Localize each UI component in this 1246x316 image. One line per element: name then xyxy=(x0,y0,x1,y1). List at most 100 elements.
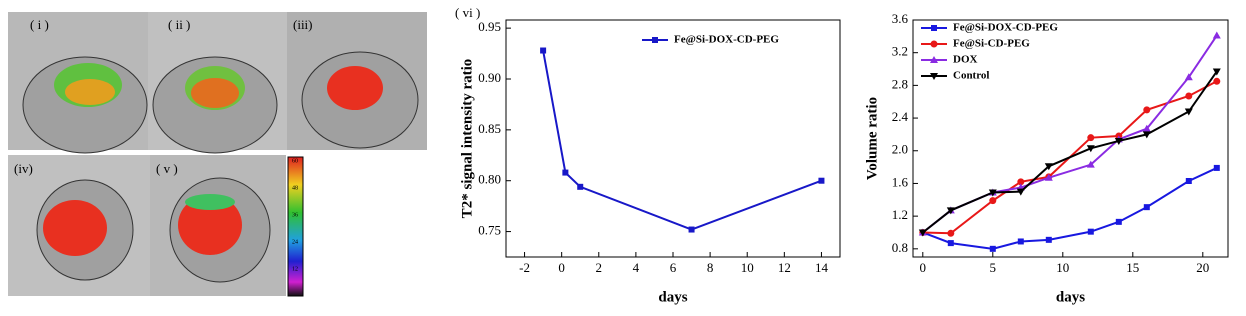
legend-marker xyxy=(930,56,938,63)
mri-image xyxy=(8,12,148,154)
mri-image xyxy=(287,12,427,150)
marker xyxy=(1185,92,1193,100)
marker xyxy=(988,189,997,197)
y-tick-label: 0.80 xyxy=(478,172,501,187)
marker xyxy=(946,207,955,215)
x-tick-label: 0 xyxy=(558,260,565,275)
colorbar-tick-label: 36 xyxy=(292,212,298,218)
marker xyxy=(947,229,955,237)
marker xyxy=(1086,160,1095,168)
x-tick-label: -2 xyxy=(519,260,530,275)
x-tick-label: 4 xyxy=(633,260,640,275)
series-line xyxy=(922,167,1218,250)
marker xyxy=(1184,108,1193,116)
marker xyxy=(577,183,584,190)
series-line xyxy=(922,70,1218,234)
y-tick-label: 0.95 xyxy=(478,19,501,34)
plot-frame xyxy=(912,19,1229,258)
x-axis-title: days xyxy=(658,289,687,305)
panel-label: (iii) xyxy=(293,17,313,32)
colorbar-tick-label: 12 xyxy=(292,266,298,272)
marker xyxy=(947,240,954,247)
marker xyxy=(1016,188,1025,196)
x-tick-label: 0 xyxy=(920,260,927,275)
legend-label: Control xyxy=(953,70,989,82)
x-tick-label: 14 xyxy=(815,260,829,275)
legend-label: DOX xyxy=(953,54,978,66)
mri-panels: ( i ) ( ii ) (iii) (iv) ( v ) xyxy=(8,12,427,297)
colorbar-tick-label: 60 xyxy=(292,158,298,164)
y-tick-label: 2.8 xyxy=(892,76,908,91)
colorbar-tick-label: 48 xyxy=(292,185,298,191)
marker xyxy=(1086,145,1095,153)
marker xyxy=(1017,178,1025,186)
x-tick-label: 8 xyxy=(707,260,714,275)
legend-marker xyxy=(931,25,937,31)
marker xyxy=(1213,164,1220,171)
marker xyxy=(1212,68,1221,76)
marker xyxy=(1044,163,1053,171)
marker xyxy=(1142,124,1151,132)
marker xyxy=(1087,228,1094,235)
y-tick-label: 2.0 xyxy=(892,142,908,157)
x-tick-label: 20 xyxy=(1196,260,1209,275)
panel-label: ( vi ) xyxy=(455,5,480,20)
marker xyxy=(989,197,997,205)
x-tick-label: 2 xyxy=(596,260,603,275)
mri-image xyxy=(150,155,286,296)
legend-label: Fe@Si-CD-PEG xyxy=(953,38,1030,50)
x-tick-label: 15 xyxy=(1126,260,1139,275)
colorbar xyxy=(287,156,304,297)
marker xyxy=(818,177,825,184)
marker xyxy=(688,226,695,233)
marker xyxy=(1143,106,1151,114)
y-tick-label: 1.6 xyxy=(892,174,909,189)
panel-label: (iv) xyxy=(14,161,33,176)
y-axis-title: T2* signal intensity ratio xyxy=(459,59,475,219)
legend-marker xyxy=(930,40,938,48)
y-tick-label: 0.8 xyxy=(892,240,908,255)
marker xyxy=(1143,204,1150,211)
marker xyxy=(1115,218,1122,225)
legend-marker xyxy=(930,73,938,80)
marker xyxy=(540,47,547,54)
marker xyxy=(1185,177,1192,184)
panel-label: ( ii ) xyxy=(168,17,190,32)
x-tick-label: 6 xyxy=(670,260,677,275)
y-tick-label: 0.90 xyxy=(478,70,501,85)
y-tick-label: 0.75 xyxy=(478,223,501,238)
marker xyxy=(1114,137,1123,145)
marker xyxy=(989,245,996,252)
x-tick-label: 10 xyxy=(741,260,754,275)
mri-image xyxy=(148,12,287,154)
colorbar-tick-label: 24 xyxy=(292,239,298,245)
x-tick-label: 12 xyxy=(778,260,791,275)
y-tick-label: 0.85 xyxy=(478,121,501,136)
panel-label: ( i ) xyxy=(30,17,49,32)
panel-label: ( v ) xyxy=(156,161,178,176)
series-line xyxy=(542,50,822,231)
mri-image xyxy=(8,155,150,296)
marker xyxy=(918,229,927,237)
marker xyxy=(1045,236,1052,243)
y-tick-label: 3.2 xyxy=(892,44,908,59)
marker xyxy=(1142,131,1151,139)
y-tick-label: 3.6 xyxy=(892,11,909,26)
x-tick-label: 10 xyxy=(1056,260,1069,275)
marker xyxy=(1213,77,1221,85)
x-tick-label: 5 xyxy=(990,260,997,275)
marker xyxy=(562,169,569,176)
y-tick-label: 1.2 xyxy=(892,207,908,222)
y-axis-title: Volume ratio xyxy=(864,97,880,180)
marker xyxy=(1212,31,1221,39)
marker xyxy=(1087,134,1095,142)
x-axis-title: days xyxy=(1056,289,1085,305)
legend-label: Fe@Si-DOX-CD-PEG xyxy=(953,22,1058,34)
legend-label: Fe@Si-DOX-CD-PEG xyxy=(674,34,779,46)
y-tick-label: 2.4 xyxy=(892,109,909,124)
legend-marker xyxy=(652,37,658,43)
marker xyxy=(1017,238,1024,245)
marker xyxy=(1044,173,1053,181)
marker xyxy=(1184,73,1193,81)
